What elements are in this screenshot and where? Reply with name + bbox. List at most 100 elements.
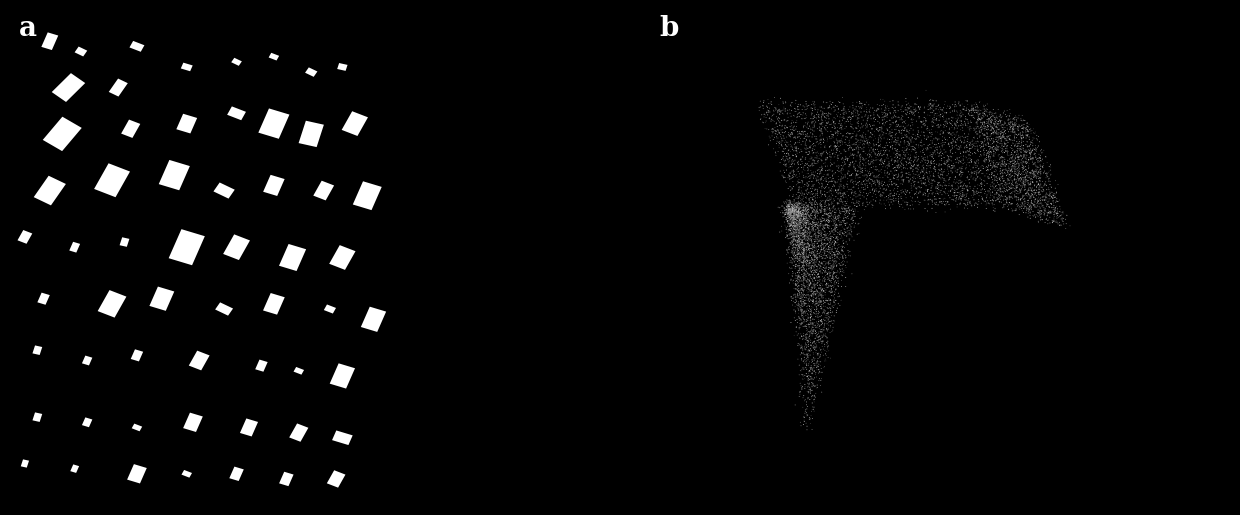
Point: [914, 119, 934, 128]
Point: [813, 104, 833, 112]
Point: [992, 158, 1012, 166]
Point: [810, 176, 830, 184]
Point: [785, 201, 805, 210]
Point: [976, 107, 996, 115]
Point: [986, 120, 1006, 128]
Point: [792, 233, 812, 242]
Point: [790, 234, 810, 242]
Point: [775, 207, 795, 215]
Point: [823, 204, 843, 212]
Point: [804, 225, 823, 233]
Point: [792, 219, 812, 228]
Point: [791, 218, 811, 226]
Point: [853, 164, 873, 173]
Point: [796, 236, 816, 244]
Point: [821, 230, 841, 238]
Point: [982, 119, 1002, 128]
Point: [804, 207, 823, 215]
Point: [1023, 167, 1043, 176]
Point: [796, 105, 816, 113]
Point: [1028, 179, 1048, 187]
Point: [928, 143, 947, 151]
Point: [951, 178, 971, 186]
Point: [794, 230, 813, 238]
Point: [805, 247, 825, 255]
Point: [957, 182, 977, 190]
Point: [990, 115, 1009, 124]
Point: [1028, 181, 1048, 190]
Point: [885, 136, 905, 144]
Point: [777, 204, 797, 213]
Point: [776, 201, 796, 209]
Point: [1022, 202, 1042, 211]
Point: [883, 113, 903, 121]
Point: [797, 242, 817, 250]
Point: [790, 285, 810, 293]
Point: [806, 244, 826, 252]
Point: [831, 110, 851, 118]
Point: [849, 136, 869, 144]
Point: [791, 207, 811, 215]
Point: [826, 179, 846, 187]
Point: [810, 154, 830, 163]
Point: [934, 107, 954, 115]
Point: [872, 177, 892, 185]
Point: [822, 268, 842, 277]
Point: [868, 138, 888, 146]
Point: [816, 267, 836, 276]
Point: [825, 142, 844, 150]
Point: [782, 238, 802, 247]
Point: [785, 226, 805, 234]
Point: [1012, 175, 1032, 183]
Point: [941, 130, 961, 138]
Point: [794, 214, 813, 222]
Point: [992, 179, 1012, 187]
Point: [801, 236, 821, 244]
Point: [780, 231, 800, 239]
Point: [801, 373, 821, 381]
Point: [914, 113, 934, 122]
Point: [892, 159, 911, 167]
Point: [808, 243, 828, 251]
Point: [1025, 203, 1045, 211]
Point: [823, 117, 843, 126]
Point: [794, 137, 813, 145]
Point: [786, 143, 806, 151]
Point: [800, 335, 820, 343]
Point: [1003, 127, 1023, 135]
Point: [835, 229, 854, 237]
Point: [836, 153, 856, 161]
Point: [794, 318, 813, 326]
Point: [882, 131, 901, 140]
Point: [810, 276, 830, 284]
Point: [957, 190, 977, 198]
Point: [945, 186, 965, 195]
Point: [1039, 162, 1059, 170]
Point: [903, 110, 923, 118]
Point: [780, 211, 800, 219]
Point: [951, 182, 971, 191]
Point: [934, 114, 954, 122]
Point: [807, 232, 827, 240]
Point: [1029, 207, 1049, 215]
Point: [1002, 168, 1022, 177]
Point: [784, 221, 804, 230]
Point: [946, 194, 966, 202]
Point: [807, 366, 827, 374]
Point: [787, 223, 807, 231]
Point: [810, 300, 830, 308]
Point: [1009, 159, 1029, 167]
Point: [929, 161, 949, 169]
Point: [852, 145, 872, 153]
Point: [946, 117, 966, 125]
Point: [833, 154, 853, 162]
Point: [781, 209, 801, 217]
Point: [770, 208, 790, 216]
Point: [812, 338, 832, 346]
Point: [808, 269, 828, 278]
Point: [982, 173, 1002, 181]
Point: [780, 226, 800, 234]
Point: [975, 134, 994, 143]
Point: [941, 161, 961, 169]
Point: [887, 117, 906, 125]
